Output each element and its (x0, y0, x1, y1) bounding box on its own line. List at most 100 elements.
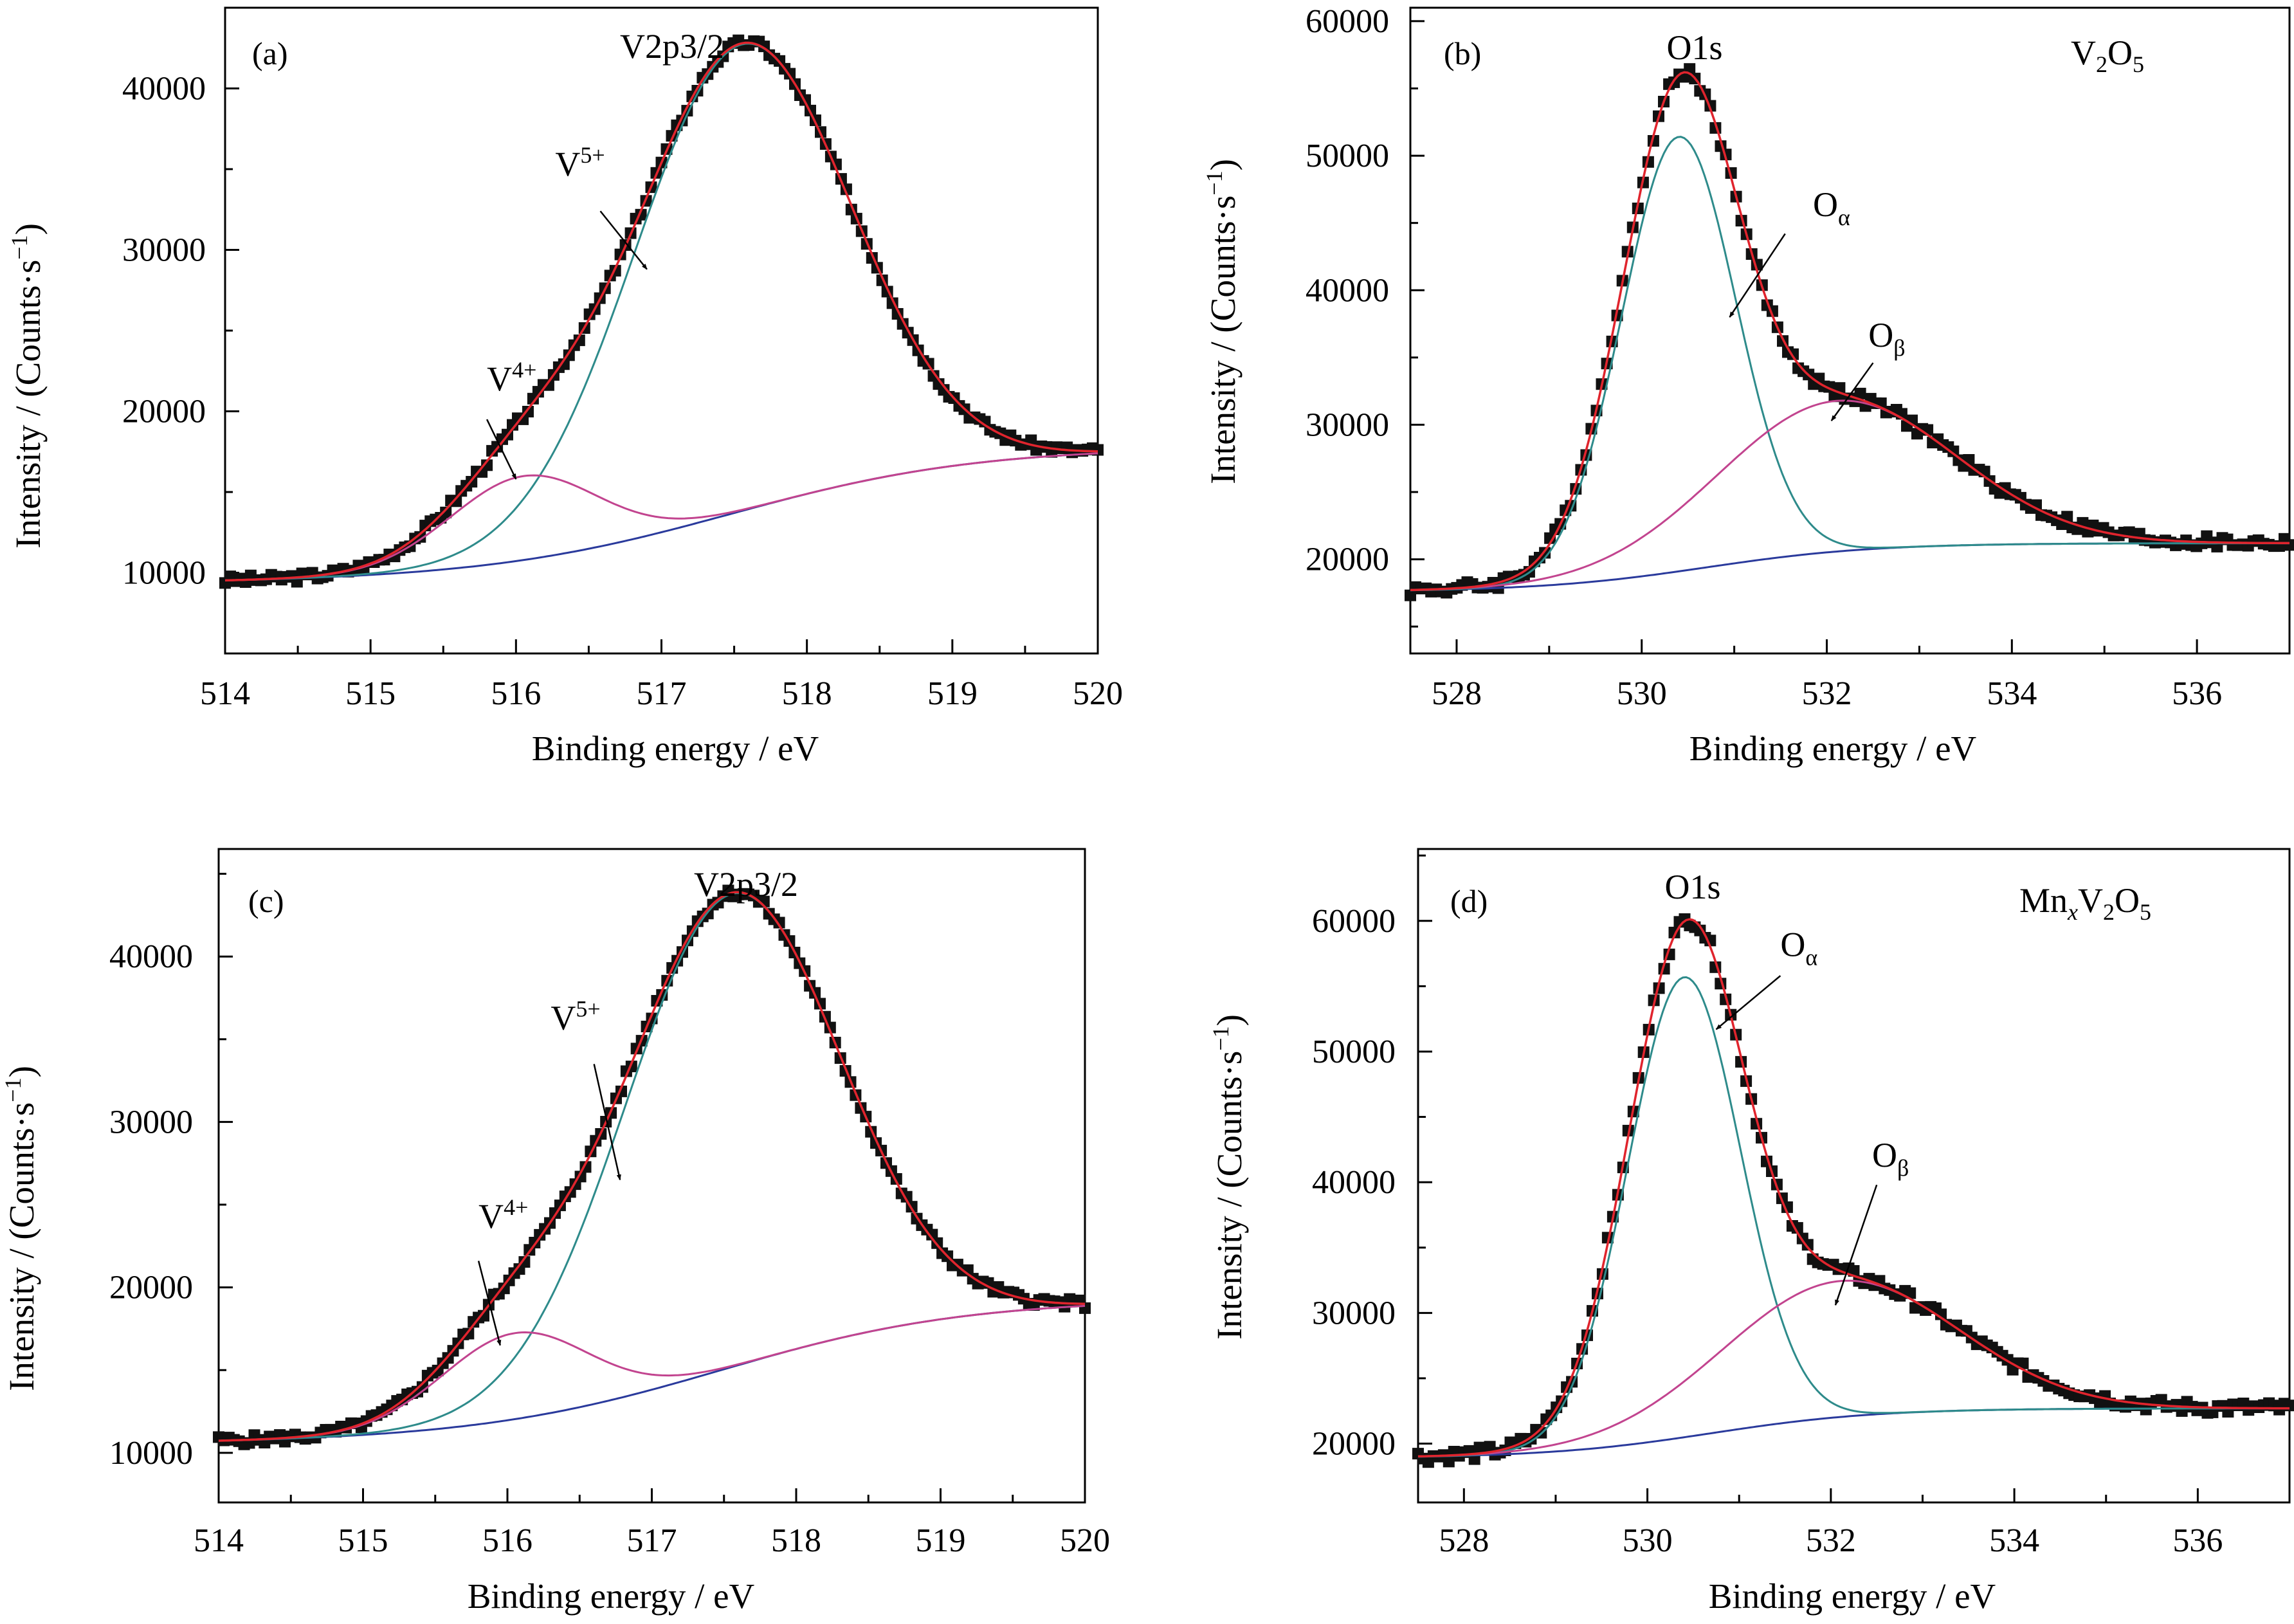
fit-envelope-line (1410, 71, 2289, 592)
annotation-label-ob: Oβ (1872, 1136, 1909, 1181)
annotation-arrow (477, 1261, 502, 1346)
data-point (414, 531, 426, 543)
y-tick-label: 30000 (1306, 406, 1389, 443)
data-point (450, 495, 462, 507)
x-tick-label: 519 (916, 1522, 966, 1559)
data-points (213, 884, 1091, 1450)
chart-title: O1s (1664, 868, 1720, 906)
y-tick-label: 40000 (109, 938, 193, 975)
x-tick-label: 515 (345, 675, 396, 712)
data-point (558, 358, 570, 370)
panel-label: (c) (248, 883, 284, 919)
y-tick-label: 40000 (1312, 1164, 1396, 1201)
chart-title: V2p3/2 (620, 27, 724, 66)
x-tick-label: 516 (482, 1522, 533, 1559)
panel-label: (b) (1444, 35, 1481, 71)
data-points (219, 34, 1104, 589)
plot-frame (1409, 6, 2291, 655)
y-axis-label: Intensity / (Counts·s−1) (1201, 159, 1243, 484)
x-tick-label: 516 (491, 675, 541, 712)
x-tick-label: 532 (1802, 675, 1852, 712)
data-points (1412, 913, 2294, 1468)
component-line-oa (1410, 136, 2289, 592)
x-tick-label: 534 (1987, 675, 2037, 712)
fit-envelope-line (1417, 918, 2289, 1458)
annotation-label-v4: V4+ (478, 1194, 528, 1236)
fit-envelope-line (224, 41, 1098, 582)
y-tick-label: 40000 (1306, 272, 1389, 309)
x-tick-label: 528 (1439, 1522, 1489, 1559)
y-tick-label: 50000 (1312, 1034, 1396, 1070)
annotation-arrow (1834, 1184, 1878, 1306)
data-point (478, 1309, 489, 1322)
data-point (573, 334, 585, 347)
sample-label: V2O5 (2071, 33, 2144, 77)
y-tick-label: 30000 (1312, 1295, 1396, 1331)
data-point (440, 506, 452, 518)
data-point (1935, 1308, 1947, 1320)
data-point (1947, 445, 1960, 457)
x-tick-label: 519 (927, 675, 978, 712)
component-line-oa (1417, 976, 2289, 1458)
y-tick-label: 20000 (1312, 1426, 1396, 1463)
x-tick-label: 514 (200, 675, 250, 712)
x-tick-label: 536 (2172, 1522, 2223, 1559)
data-point (2284, 1400, 2294, 1412)
panel-d: 528 530 532 534 536 20000 30000 40000 50000 60000… (1208, 848, 2294, 1616)
x-axis-label: Binding energy / eV (468, 1576, 755, 1616)
y-tick-label: 20000 (1306, 542, 1389, 578)
data-point (1791, 1222, 1803, 1234)
x-tick-label: 532 (1806, 1522, 1856, 1559)
data-points (1405, 63, 2294, 601)
y-tick-label: 40000 (122, 71, 206, 107)
data-point (481, 459, 493, 471)
data-point (542, 379, 554, 391)
annotation-arrow (486, 419, 517, 480)
component-line-v4 (224, 452, 1098, 581)
annotation-arrow (1830, 362, 1874, 421)
panel-label: (a) (252, 35, 288, 71)
panel-b: 528 530 532 534 536 20000 30000 40000 50000 60000… (1201, 3, 2294, 768)
annotation-arrow (593, 1064, 621, 1181)
x-axis-label: Binding energy / eV (532, 729, 819, 768)
component-line-v4 (218, 1304, 1086, 1442)
component-line-ob (1417, 1279, 2289, 1457)
data-point (1854, 387, 1866, 399)
data-point (2017, 1357, 2029, 1369)
panel-c: 514 515 516 517 518 519 520 10000 20000 30000 4000… (0, 848, 1110, 1616)
data-point (1443, 1455, 1455, 1468)
x-tick-label: 520 (1073, 675, 1123, 712)
annotation-label-oa: Oα (1813, 185, 1850, 230)
y-axis-label: Intensity / (Counts·s−1) (6, 223, 48, 549)
panel-a: 514 515 516 517 518 519 520 10000 20000 30000 4000… (6, 6, 1123, 768)
plot-frame (217, 848, 1086, 1504)
annotation-label-v5: V5+ (551, 996, 600, 1037)
x-tick-label: 515 (338, 1522, 388, 1559)
y-tick-label: 10000 (122, 555, 206, 592)
fit-envelope-line (218, 891, 1086, 1442)
x-tick-label: 518 (782, 675, 832, 712)
y-tick-label: 10000 (109, 1435, 193, 1472)
x-axis-label: Binding energy / eV (1709, 1576, 1996, 1616)
x-tick-label: 514 (194, 1522, 244, 1559)
x-tick-label: 534 (1989, 1522, 2039, 1559)
y-axis-label: Intensity / (Counts·s−1) (1208, 1014, 1249, 1340)
panel-label: (d) (1450, 883, 1488, 919)
y-tick-label: 30000 (109, 1104, 193, 1140)
chart-title: V2p3/2 (694, 865, 798, 904)
y-tick-label: 20000 (122, 394, 206, 430)
annotation-label-oa: Oα (1780, 926, 1817, 971)
x-axis-label: Binding energy / eV (1689, 729, 1977, 768)
y-axis-label: Intensity / (Counts·s−1) (0, 1066, 41, 1391)
y-tick-label: 60000 (1312, 903, 1396, 940)
x-tick-label: 518 (771, 1522, 821, 1559)
plot-frame (1417, 848, 2291, 1504)
x-tick-label: 536 (2172, 675, 2222, 712)
data-point (1544, 532, 1556, 544)
x-tick-label: 528 (1432, 675, 1482, 712)
y-tick-label: 50000 (1306, 138, 1389, 174)
x-tick-label: 530 (1623, 1522, 1673, 1559)
y-tick-label: 30000 (122, 232, 206, 269)
chart-title: O1s (1666, 28, 1722, 67)
